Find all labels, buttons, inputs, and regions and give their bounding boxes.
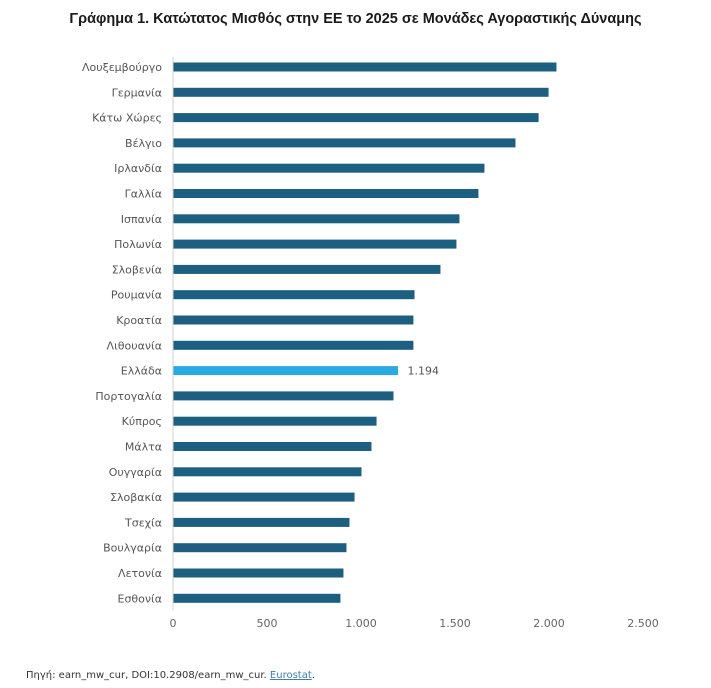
bar-13 (173, 391, 394, 401)
category-label: Τσεχία (124, 516, 162, 529)
category-label: Σλοβακία (110, 491, 162, 504)
category-label: Βέλγιο (125, 137, 162, 150)
bar-20 (173, 568, 344, 578)
bar-14 (173, 416, 377, 426)
bar-4 (173, 163, 485, 173)
category-label: Ελλάδα (121, 365, 162, 378)
category-label: Πορτογαλία (95, 390, 162, 403)
bar-3 (173, 138, 516, 148)
x-tick-label: 2.000 (533, 617, 565, 630)
bar-21 (173, 593, 341, 603)
x-tick-label: 1.000 (345, 617, 377, 630)
category-label: Γαλλία (125, 188, 162, 201)
x-tick-label: 1.500 (439, 617, 471, 630)
category-label: Σλοβενία (112, 263, 162, 276)
category-label: Κύπρος (122, 415, 162, 428)
bar-15 (173, 442, 372, 451)
category-label: Γερμανία (112, 86, 162, 99)
bar-5 (173, 189, 479, 198)
category-label: Ουγγαρία (109, 466, 162, 479)
bar-0 (173, 62, 557, 72)
category-label: Βουλγαρία (103, 542, 162, 555)
category-label: Λουξεμβούργο (82, 61, 162, 74)
source-note: Πηγή: earn_mw_cur, DOI:10.2908/earn_mw_c… (26, 670, 315, 681)
bar-chart: Λουξεμβούργο Γερμανία Κάτω Χώρες Βέλγιο Ιρλα… (82, 57, 659, 630)
bar-7 (173, 239, 457, 249)
source-text: Πηγή: earn_mw_cur, DOI:10.2908/earn_mw_c… (26, 670, 270, 681)
eurostat-link[interactable]: Eurostat (269, 670, 312, 681)
data-label-greece: 1.194 (407, 365, 439, 378)
bar-19 (173, 543, 347, 553)
category-label: Ρουμανία (111, 289, 162, 302)
category-label: Εσθονία (118, 592, 163, 605)
bar-2 (173, 113, 539, 123)
x-tick-label: 500 (257, 617, 278, 630)
x-tick-label: 2.500 (627, 617, 659, 630)
category-label: Κροατία (116, 314, 162, 327)
bar-17 (173, 492, 355, 502)
category-label: Ισπανία (121, 213, 162, 226)
source-suffix: . (311, 670, 315, 681)
bar-18 (173, 517, 350, 527)
chart-title: Γράφημα 1. Κατώτατος Μισθός στην ΕΕ το 2… (69, 11, 642, 27)
category-label: Λετονία (118, 567, 162, 580)
bar-1 (173, 87, 549, 97)
bar-9 (173, 290, 415, 300)
bar-11 (173, 340, 414, 350)
category-label: Πολωνία (114, 238, 162, 251)
category-label: Λιθουανία (107, 339, 162, 352)
bar-16 (173, 467, 362, 477)
x-tick-label: 0 (170, 617, 177, 630)
bar-12 (173, 366, 398, 376)
category-label: Κάτω Χώρες (92, 112, 162, 125)
bar-8 (173, 264, 441, 274)
category-label: Ιρλανδία (114, 162, 162, 175)
bar-6 (173, 214, 460, 224)
bar-10 (173, 315, 414, 325)
category-label: Μάλτα (125, 441, 162, 454)
